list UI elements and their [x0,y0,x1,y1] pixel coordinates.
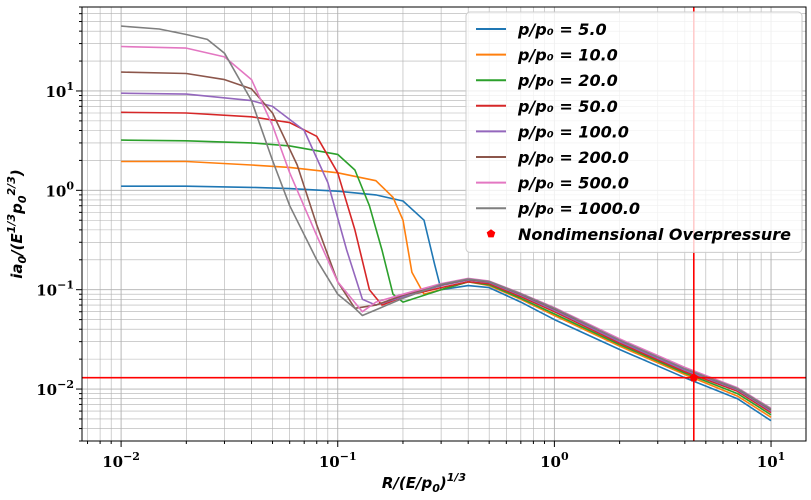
y-tick-label: 101 [45,80,74,101]
y-tick-label: 10−2 [36,378,74,399]
axis-ticks: 10−2 10−1 100 101 10−2 10−1 100 101 [36,6,786,471]
x-tick-label: 10−1 [319,450,357,471]
legend-label: p/p₀ = 10.0 [517,46,618,65]
y-tick-label: 10−1 [36,279,74,300]
series-line-6 [121,45,772,409]
x-tick-label: 101 [757,450,786,471]
legend-label: p/p₀ = 50.0 [517,97,618,116]
series-lines [121,25,772,422]
legend-label: Nondimensional Overpressure [518,225,791,244]
series-line-2 [121,139,772,416]
series-line-7 [121,25,772,410]
y-axis-label: ia0/(E1/3p02/3) [5,169,29,278]
plot-frame [81,6,807,442]
series-line-4 [121,92,772,412]
legend-label: p/p₀ = 500.0 [517,174,629,193]
legend-marker-swatch [486,229,496,238]
legend[interactable]: p/p₀ = 5.0 p/p₀ = 10.0 p/p₀ = 20.0 p/p₀ = 5… [465,11,803,253]
x-tick-label: 100 [540,450,569,471]
legend-label: p/p₀ = 200.0 [517,148,629,167]
legend-label: p/p₀ = 5.0 [517,20,607,39]
y-tick-label: 100 [45,179,74,200]
x-axis-label: R/(E/p0)1/3 [382,471,467,495]
x-tick-label: 10−2 [102,450,140,471]
series-line-1 [121,160,772,418]
legend-label: p/p₀ = 20.0 [517,71,618,90]
legend-label: p/p₀ = 1000.0 [517,199,640,218]
legend-box [465,11,803,253]
legend-label: p/p₀ = 100.0 [517,122,629,141]
marker-points [689,373,699,382]
overpressure-marker [689,373,699,382]
